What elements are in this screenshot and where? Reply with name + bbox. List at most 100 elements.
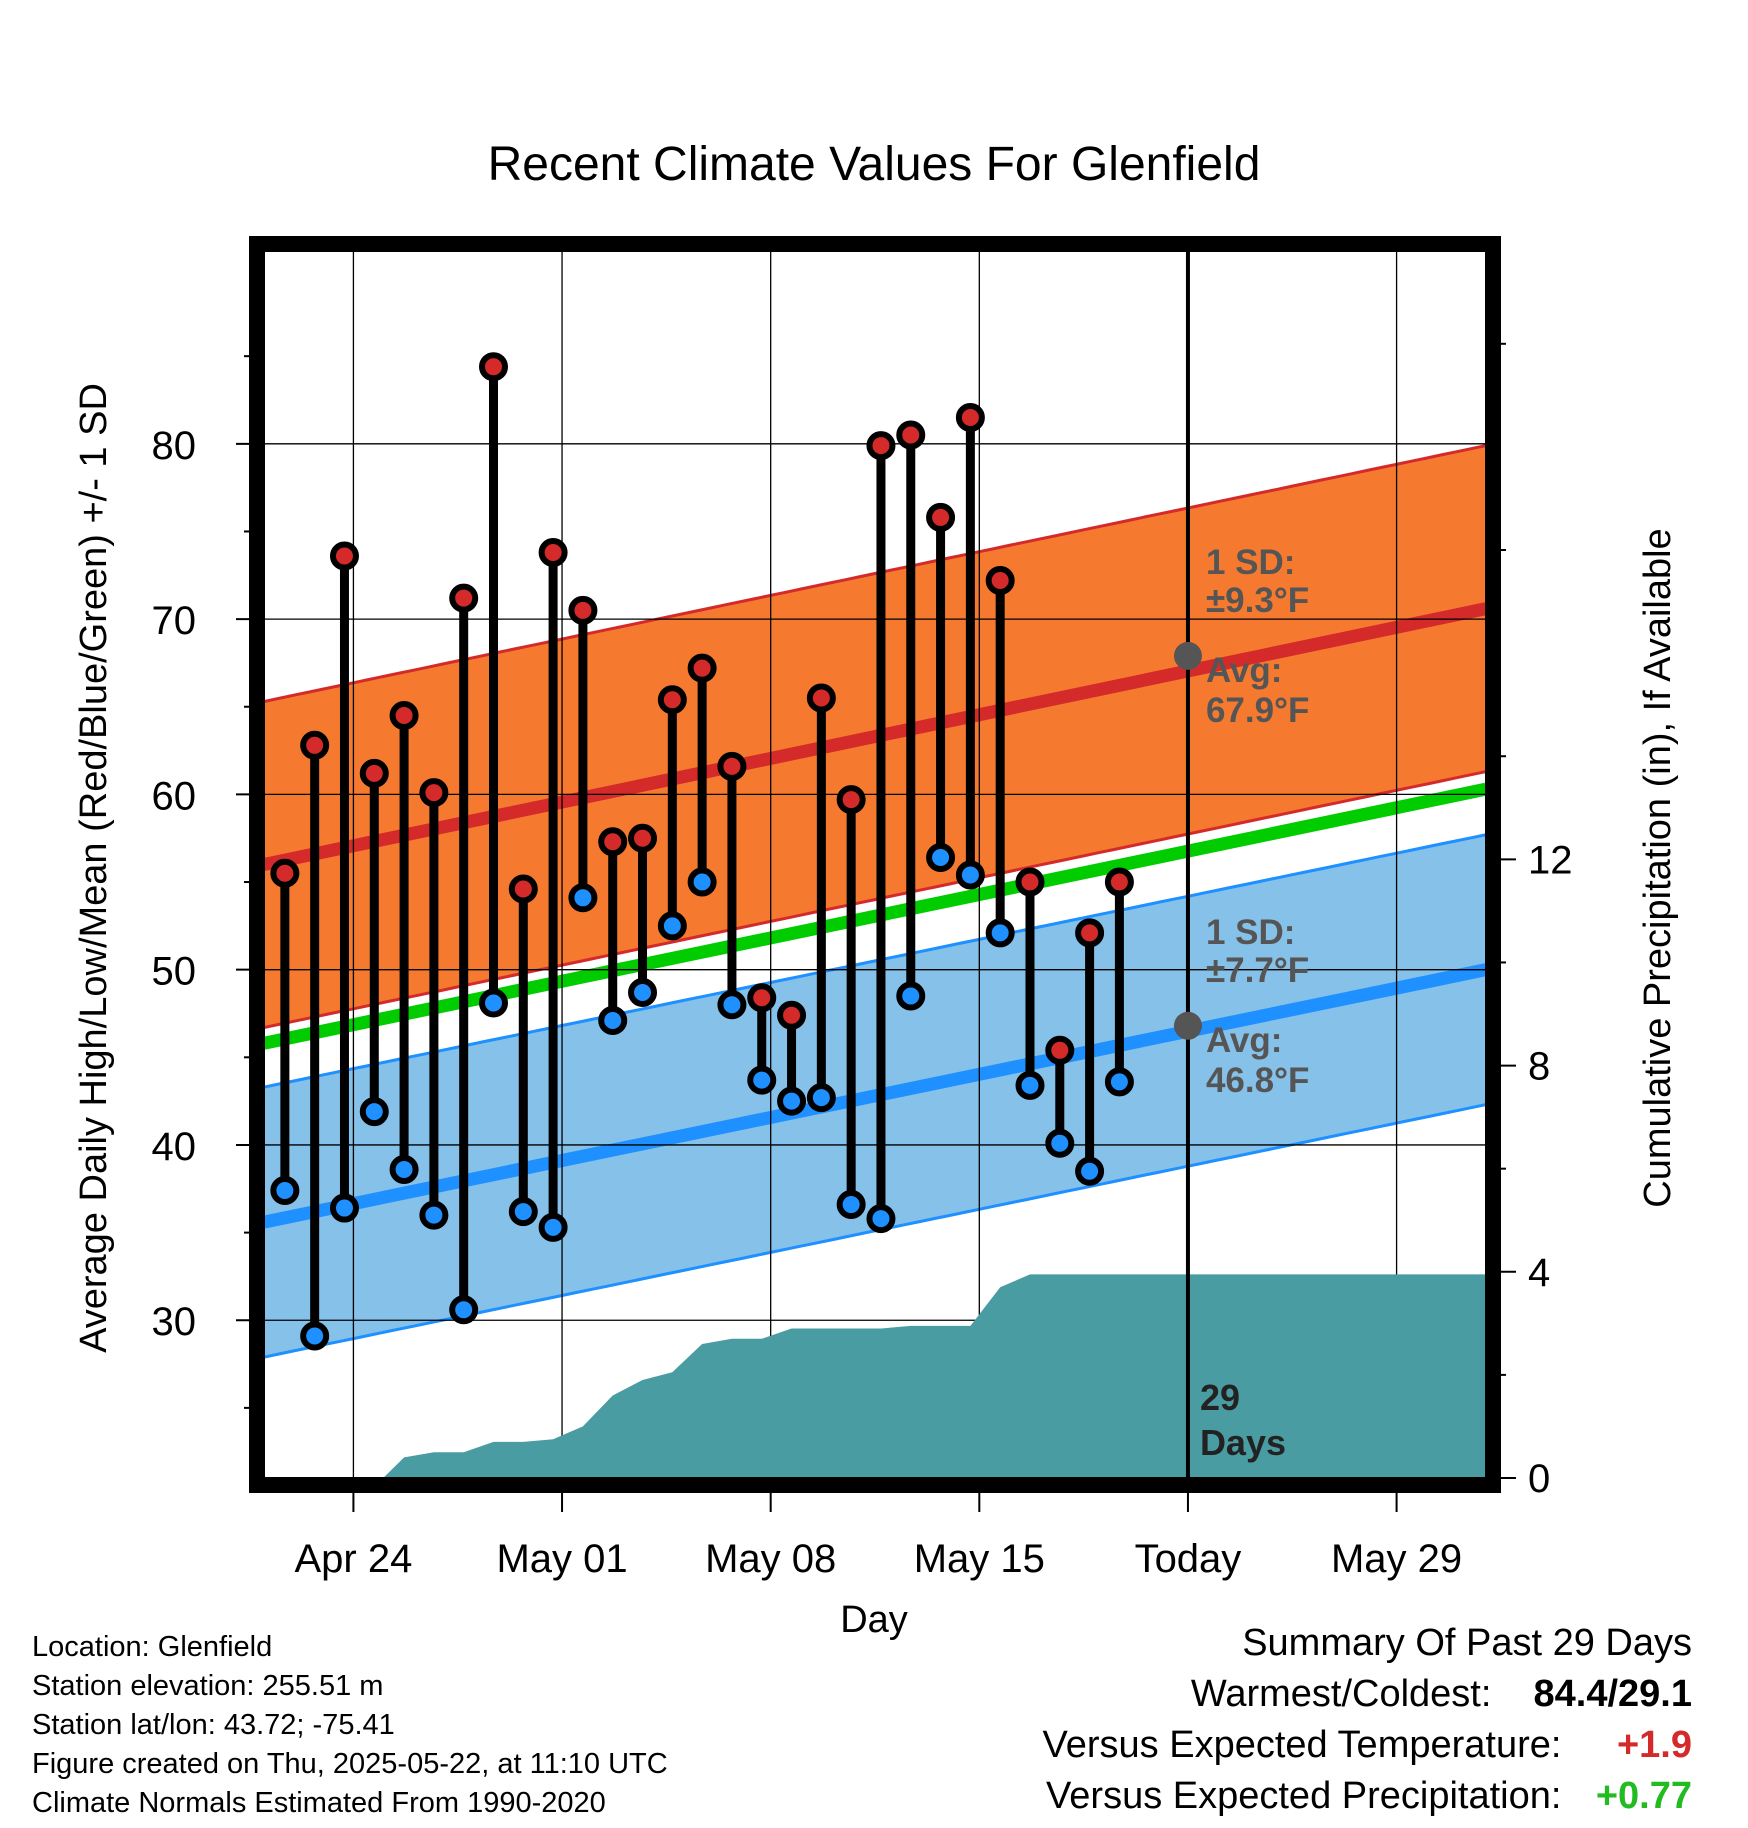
daily-low-point [508,1197,538,1227]
summary-temp-label: Versus Expected Temperature: [1042,1724,1562,1766]
x-tick-label: Today [1135,1537,1242,1581]
daily-high-point [1015,867,1045,897]
daily-low-point [955,860,985,890]
daily-high-point [329,541,359,571]
daily-high-point [419,778,449,808]
daily-low-point [747,1065,777,1095]
daily-high-point [866,431,896,461]
daily-high-point [717,751,747,781]
daily-high-point [389,701,419,731]
daily-high-point [955,403,985,433]
y-tick-label: 80 [152,424,197,468]
high-today-avg-marker [1173,641,1202,670]
y-tick-label: 50 [152,950,197,994]
daily-low-point [926,842,956,872]
precip-area [264,1274,1486,1478]
daily-low-point [538,1212,568,1242]
summary-temp-value: +1.9 [1616,1724,1692,1766]
daily-low-point [657,911,687,941]
low-label-3: Avg: [1206,1021,1282,1060]
footer-created: Figure created on Thu, 2025-05-22, at 11… [32,1748,668,1780]
y-tick-label: 30 [152,1300,197,1344]
daily-high-point [985,566,1015,596]
daily-high-point [1045,1035,1075,1065]
footer-location: Location: Glenfield [32,1631,273,1663]
summary-warmest-row: Warmest/Coldest: 84.4/29.1 [1191,1673,1692,1716]
daily-low-point [389,1154,419,1184]
daily-low-point [1104,1067,1134,1097]
y2-tick-label: 4 [1528,1251,1550,1295]
daily-high-point [568,595,598,625]
y2-tick-label: 8 [1528,1045,1550,1089]
daily-high-point [449,583,479,613]
x-tick-label: May 29 [1331,1537,1462,1581]
y2-axis-label: Cumulative Precipitation (in), If Availa… [1637,528,1679,1207]
high-label-1: 1 SD: [1206,543,1295,582]
y-tick-label: 60 [152,774,197,818]
daily-low-point [1045,1128,1075,1158]
y2-tick-label: 0 [1528,1457,1550,1501]
y-tick-label: 40 [152,1125,197,1169]
daily-high-point [896,420,926,450]
daily-high-point [836,785,866,815]
chart-title: Recent Climate Values For Glenfield [488,138,1261,191]
daily-high-point [657,685,687,715]
daily-high-point [508,874,538,904]
today-days-label: 29 [1200,1377,1240,1418]
daily-high-point [777,1000,807,1030]
daily-low-point [568,883,598,913]
daily-low-point [419,1200,449,1230]
daily-low-point [598,1006,628,1036]
daily-high-point [300,730,330,760]
today-days-label: Days [1200,1422,1286,1463]
y2-tick-label: 12 [1528,838,1573,882]
axes: 30 40 50 60 70 80 0 4 8 12 Apr 24 May 01 May 08 May 1… [152,342,1573,1581]
x-tick-label: May 01 [496,1537,627,1581]
plot-frame [249,236,1501,1493]
summary-warmest-value: 84.4/29.1 [1533,1673,1692,1715]
precipitation-area [264,1274,1486,1478]
daily-high-point [1075,918,1105,948]
daily-low-point [1075,1156,1105,1186]
footer-normals: Climate Normals Estimated From 1990-2020 [32,1787,606,1819]
daily-low-point [329,1193,359,1223]
high-label-3: Avg: [1206,651,1282,690]
high-label-4: 67.9°F [1206,691,1310,730]
daily-low-point [836,1190,866,1220]
daily-high-point [598,827,628,857]
summary-precip-value: +0.77 [1595,1775,1692,1817]
summary-temp-row: Versus Expected Temperature: +1.9 [1043,1724,1692,1767]
x-axis-label: Day [840,1599,908,1641]
daily-high-point [1104,867,1134,897]
low-label-4: 46.8°F [1206,1061,1310,1100]
daily-low-point [270,1176,300,1206]
daily-low-point [777,1086,807,1116]
footer-latlon: Station lat/lon: 43.72; -75.41 [32,1709,395,1741]
summary-precip-label: Versus Expected Precipitation: [1046,1775,1562,1817]
daily-low-point [300,1321,330,1351]
daily-low-point [985,918,1015,948]
daily-high-point [628,823,658,853]
daily-high-point [926,502,956,532]
daily-high-point [270,858,300,888]
daily-low-point [806,1083,836,1113]
daily-low-point [717,990,747,1020]
y-tick-label: 70 [152,599,197,643]
daily-high-point [359,758,389,788]
daily-low-point [896,981,926,1011]
low-today-avg-marker [1173,1011,1202,1040]
low-label-1: 1 SD: [1206,913,1295,952]
daily-low-point [359,1097,389,1127]
x-tick-label: May 15 [914,1537,1045,1581]
x-tick-label: May 08 [705,1537,836,1581]
summary-warmest-label: Warmest/Coldest: [1190,1673,1492,1715]
low-label-2: ±7.7°F [1206,951,1309,990]
daily-high-point [806,683,836,713]
daily-high-point [687,653,717,683]
daily-low-point [687,867,717,897]
daily-low-point [1015,1070,1045,1100]
y-axis-label: Average Daily High/Low/Mean (Red/Blue/Gr… [73,383,115,1353]
x-tick-label: Apr 24 [294,1537,412,1581]
